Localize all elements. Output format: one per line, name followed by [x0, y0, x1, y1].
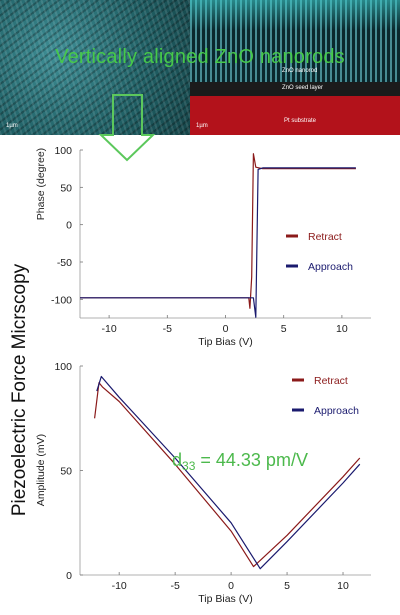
y-tick-label: 0: [66, 570, 72, 582]
image-title: Vertically aligned ZnO nanorods: [55, 46, 345, 68]
y-tick-label: 50: [60, 182, 72, 194]
d33-annotation: d33 = 44.33 pm/V: [172, 450, 308, 473]
zno-seed-layer-label: ZnO seed layer: [282, 85, 324, 91]
scale-bar-label-left: 1µm: [6, 123, 18, 129]
y-tick-label: -100: [51, 294, 72, 306]
legend-label-retract: Retract: [314, 375, 348, 387]
x-tick-label: -5: [163, 323, 172, 335]
x-tick-label: -10: [102, 323, 117, 335]
x-tick-label: -5: [170, 580, 179, 592]
sem-cross-section-image: ZnO nanorod ZnO seed layer Pt substrate …: [190, 0, 400, 135]
pt-substrate-label: Pt substrate: [284, 118, 317, 124]
x-tick-label: 0: [223, 323, 229, 335]
x-tick-label: 10: [336, 323, 348, 335]
y-axis-label: Phase (degree): [35, 148, 47, 220]
y-tick-label: -50: [57, 257, 72, 269]
series-line-retract: [94, 382, 361, 568]
y-tick-label: 100: [54, 361, 72, 373]
y-tick-label: 100: [54, 145, 72, 157]
series-line-approach: [80, 167, 356, 318]
x-axis-label: Tip Bias (V): [198, 336, 252, 348]
legend-label-approach: Approach: [308, 261, 353, 273]
series-line-approach: [96, 375, 361, 570]
x-tick-label: 5: [281, 323, 287, 335]
scale-bar-label-right: 1µm: [196, 123, 208, 129]
side-title: Piezoelectric Force Micrscopy: [9, 263, 30, 517]
x-tick-label: 0: [228, 580, 234, 592]
x-tick-label: -10: [112, 580, 127, 592]
x-tick-label: 5: [284, 580, 290, 592]
x-axis-label: Tip Bias (V): [198, 593, 252, 605]
y-tick-label: 50: [60, 466, 72, 478]
x-tick-label: 10: [337, 580, 349, 592]
zno-nanorod-label: ZnO nanorod: [282, 68, 318, 74]
y-tick-label: 0: [66, 220, 72, 232]
sem-top-view-image: 1µm: [0, 0, 190, 135]
legend-label-retract: Retract: [308, 231, 342, 243]
legend-label-approach: Approach: [314, 405, 359, 417]
y-axis-label: Amplitude (mV): [35, 434, 47, 506]
